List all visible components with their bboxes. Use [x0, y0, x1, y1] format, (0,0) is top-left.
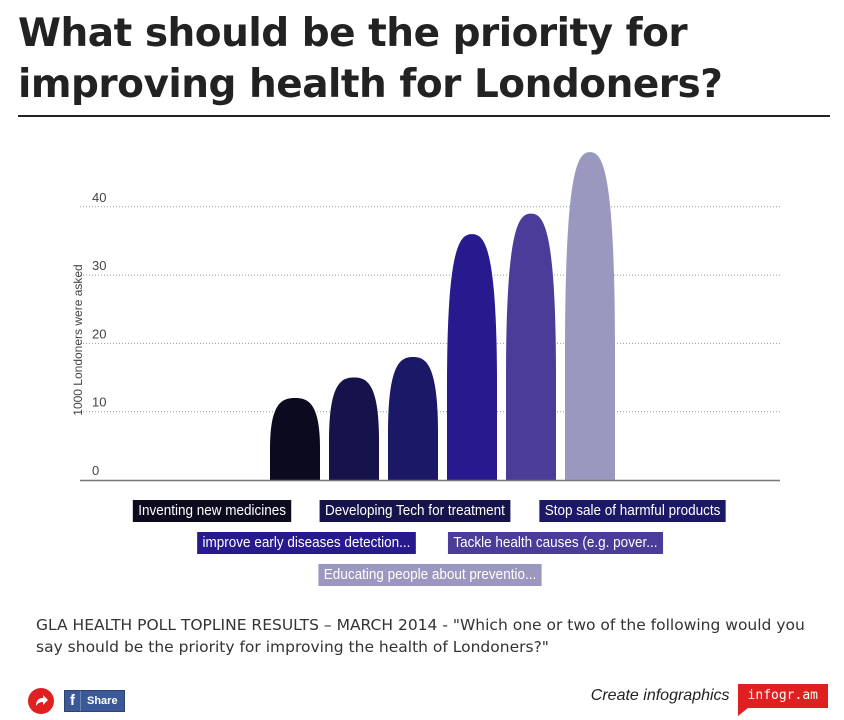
- bar-2[interactable]: [329, 377, 379, 480]
- facebook-share-button[interactable]: f Share: [64, 690, 125, 712]
- y-axis-label: 1000 Londoners were asked: [71, 264, 85, 415]
- facebook-icon: f: [67, 691, 81, 711]
- legend-item-2[interactable]: Developing Tech for treatment: [319, 500, 510, 522]
- y-tick-label: 10: [92, 395, 106, 410]
- y-tick-label: 40: [92, 190, 106, 205]
- page-title: What should be the priority for improvin…: [18, 11, 723, 107]
- bar-6[interactable]: [565, 152, 615, 480]
- title-divider: [18, 115, 830, 117]
- share-arrow-icon[interactable]: [28, 688, 54, 714]
- bar-4[interactable]: [447, 234, 497, 480]
- y-tick-label: 20: [92, 326, 106, 341]
- bar-chart: 0 10 20 30 40 1000 Londoners were asked: [71, 152, 780, 482]
- bar-5[interactable]: [506, 213, 556, 480]
- facebook-share-label: Share: [87, 695, 118, 707]
- legend-item-5[interactable]: Tackle health causes (e.g. pover...: [448, 532, 663, 554]
- legend-item-6[interactable]: Educating people about preventio...: [318, 564, 542, 586]
- brand-logo[interactable]: infogr.am: [737, 684, 828, 716]
- y-tick-label: 30: [92, 258, 106, 273]
- legend-item-4[interactable]: improve early diseases detection...: [197, 532, 416, 554]
- share-bar: f Share: [28, 688, 125, 714]
- create-infographics-link[interactable]: Create infographics: [590, 687, 730, 704]
- bar-3[interactable]: [388, 357, 438, 480]
- y-tick-label: 0: [92, 463, 99, 478]
- bar-1[interactable]: [270, 398, 320, 480]
- brand-footer: Create infographics infogr.am: [590, 684, 828, 716]
- legend-item-3[interactable]: Stop sale of harmful products: [538, 500, 726, 522]
- chart-legend: Inventing new medicines Developing Tech f…: [100, 500, 760, 586]
- chart-source-note: GLA HEALTH POLL TOPLINE RESULTS – MARCH …: [36, 616, 805, 656]
- legend-item-1[interactable]: Inventing new medicines: [133, 500, 292, 522]
